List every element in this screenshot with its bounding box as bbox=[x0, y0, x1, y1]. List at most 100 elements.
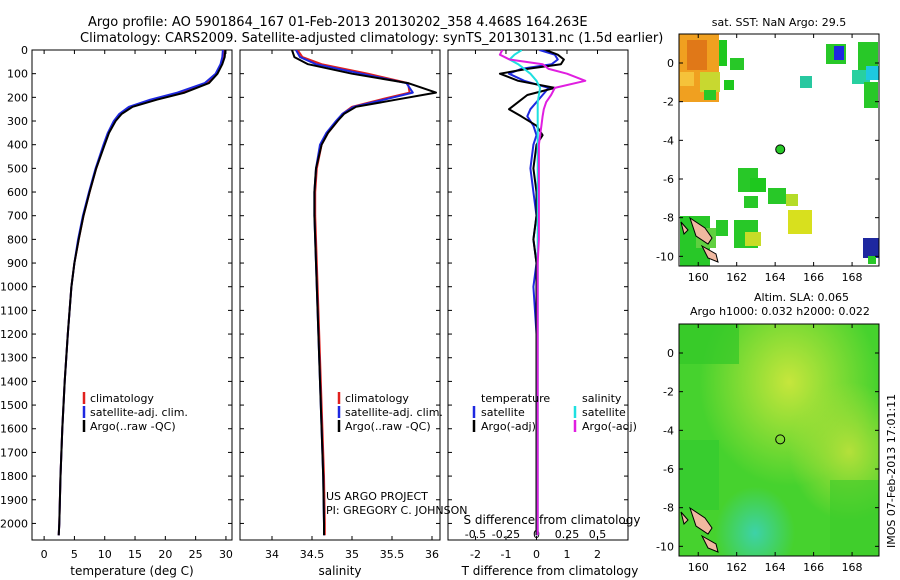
temperature-plot bbox=[57, 50, 227, 536]
x-tick-label: 10 bbox=[98, 548, 112, 561]
series-line-climatology bbox=[57, 50, 225, 536]
sst-map-frame bbox=[678, 33, 880, 267]
depth-tick-label: 300 bbox=[7, 115, 28, 128]
sla-map-title-line1: Altim. SLA: 0.065 bbox=[754, 291, 849, 304]
sst-map-axes: 160 162 164 166 168 0 -2 -4 -6 -8 -10 bbox=[656, 34, 879, 284]
x-tick-label: 30 bbox=[219, 548, 233, 561]
x-tick-label-t: 2 bbox=[594, 548, 601, 561]
project-annotation: US ARGO PROJECT bbox=[326, 490, 428, 503]
sla-argo-location-marker bbox=[775, 434, 786, 445]
x-tick-label-s: 0.5 bbox=[589, 528, 607, 541]
sst-map-title: sat. SST: NaN Argo: 29.5 bbox=[712, 16, 846, 29]
map-lon-label: 160 bbox=[688, 271, 709, 284]
series-line-satellite-adj-clim- bbox=[57, 50, 224, 536]
series-line-argo-raw-qc- bbox=[57, 50, 227, 536]
map-lat-label: 0 bbox=[667, 347, 674, 360]
x-tick-label-t: 0 bbox=[533, 548, 540, 561]
depth-tick-label: 1900 bbox=[0, 494, 28, 507]
depth-axis: 0 100 200 300 400 500 600 700 800 900 1000 1100 1200… bbox=[0, 44, 628, 530]
salinity-x-axis: 34 34.5 35 35.5 36 bbox=[265, 50, 439, 561]
map-lat-label: 0 bbox=[667, 57, 674, 70]
map-lat-label: -10 bbox=[656, 540, 674, 553]
x-tick-label-s: -0.25 bbox=[492, 528, 520, 541]
imos-timestamp: IMOS 07-Feb-2013 17:01:11 bbox=[885, 394, 898, 548]
depth-tick-label: 200 bbox=[7, 91, 28, 104]
figure-title-line1: Argo profile: AO 5901864_167 01-Feb-2013… bbox=[88, 15, 588, 30]
legend-label-argo: Argo(..raw -QC) bbox=[90, 420, 176, 433]
map-lon-label: 166 bbox=[803, 271, 824, 284]
x-tick-label: 35 bbox=[345, 548, 359, 561]
series-line-satellite-adj-clim- bbox=[295, 50, 414, 536]
map-lat-label: -4 bbox=[663, 424, 674, 437]
legend-label-satellite: satellite-adj. clim. bbox=[345, 406, 443, 419]
series-line-t-argo-adj- bbox=[498, 50, 565, 536]
depth-tick-label: 1100 bbox=[0, 304, 28, 317]
legend-label-climatology: climatology bbox=[90, 392, 154, 405]
map-lat-label: -8 bbox=[663, 212, 674, 225]
depth-tick-label: 800 bbox=[7, 233, 28, 246]
legend-label-satellite: satellite-adj. clim. bbox=[90, 406, 188, 419]
series-line-argo-raw-qc- bbox=[291, 50, 437, 536]
difference-xlabel-top: S difference from climatology bbox=[464, 513, 641, 527]
x-tick-label-s: -0.5 bbox=[465, 528, 486, 541]
x-tick-label-s: 0.25 bbox=[555, 528, 580, 541]
depth-tick-label: 700 bbox=[7, 210, 28, 223]
sla-map-title-line2: Argo h1000: 0.032 h2000: 0.022 bbox=[690, 305, 870, 318]
difference-xlabel: T difference from climatology bbox=[461, 564, 639, 578]
map-lat-label: -4 bbox=[663, 134, 674, 147]
map-lon-label: 168 bbox=[842, 561, 863, 574]
map-lon-label: 160 bbox=[688, 561, 709, 574]
map-lat-label: -2 bbox=[663, 96, 674, 109]
depth-tick-label: 1800 bbox=[0, 470, 28, 483]
legend-label-t-satellite: satellite bbox=[481, 406, 525, 419]
depth-tick-label: 1500 bbox=[0, 399, 28, 412]
x-tick-label: 5 bbox=[71, 548, 78, 561]
depth-tick-label: 1600 bbox=[0, 423, 28, 436]
figure-title-line2: Climatology: CARS2009. Satellite-adjuste… bbox=[80, 31, 663, 46]
temperature-x-axis: 0 5 10 15 20 25 30 bbox=[41, 50, 233, 561]
pi-annotation: PI: GREGORY C. JOHNSON bbox=[326, 504, 467, 517]
sla-map-frame bbox=[678, 323, 880, 557]
x-tick-label-t: -1 bbox=[500, 548, 511, 561]
salinity-panel-frame bbox=[239, 49, 441, 541]
map-lat-label: -6 bbox=[663, 173, 674, 186]
depth-tick-label: 400 bbox=[7, 139, 28, 152]
x-tick-label: 20 bbox=[158, 548, 172, 561]
series-line-s-argo-adj- bbox=[498, 50, 587, 536]
temperature-panel-frame bbox=[31, 49, 233, 541]
map-lon-label: 164 bbox=[765, 271, 786, 284]
map-lat-label: -10 bbox=[656, 250, 674, 263]
sst-argo-location-marker bbox=[775, 144, 786, 155]
map-lat-label: -6 bbox=[663, 463, 674, 476]
depth-tick-label: 2000 bbox=[0, 517, 28, 530]
x-tick-label: 15 bbox=[128, 548, 142, 561]
legend-label-s-argo: Argo(-adj) bbox=[582, 420, 637, 433]
sla-map-axes: 160 162 164 166 168 0 -2 -4 -6 -8 -10 bbox=[656, 324, 879, 574]
depth-tick-label: 900 bbox=[7, 257, 28, 270]
temperature-legend: climatology satellite-adj. clim. Argo(..… bbox=[82, 392, 188, 433]
map-lon-label: 168 bbox=[842, 271, 863, 284]
depth-tick-label: 500 bbox=[7, 162, 28, 175]
depth-tick-label: 600 bbox=[7, 186, 28, 199]
x-tick-label-t: -2 bbox=[470, 548, 481, 561]
difference-legend: temperature satellite Argo(-adj) salinit… bbox=[472, 392, 637, 433]
difference-panel-frame bbox=[447, 49, 629, 541]
x-tick-label: 36 bbox=[425, 548, 439, 561]
map-lat-label: -8 bbox=[663, 502, 674, 515]
depth-tick-label: 1000 bbox=[0, 281, 28, 294]
legend-title-temperature: temperature bbox=[481, 392, 550, 405]
x-tick-label: 25 bbox=[189, 548, 203, 561]
temperature-xlabel: temperature (deg C) bbox=[70, 564, 193, 578]
x-tick-label: 34 bbox=[265, 548, 279, 561]
x-tick-label-t: 1 bbox=[563, 548, 570, 561]
sla-map bbox=[679, 324, 879, 556]
legend-title-salinity: salinity bbox=[582, 392, 622, 405]
series-line-climatology bbox=[296, 50, 411, 536]
salinity-legend: climatology satellite-adj. clim. Argo(..… bbox=[326, 392, 467, 517]
map-lon-label: 162 bbox=[726, 561, 747, 574]
legend-label-climatology: climatology bbox=[345, 392, 409, 405]
x-tick-label: 34.5 bbox=[300, 548, 325, 561]
difference-plot bbox=[498, 50, 587, 536]
map-lon-label: 164 bbox=[765, 561, 786, 574]
